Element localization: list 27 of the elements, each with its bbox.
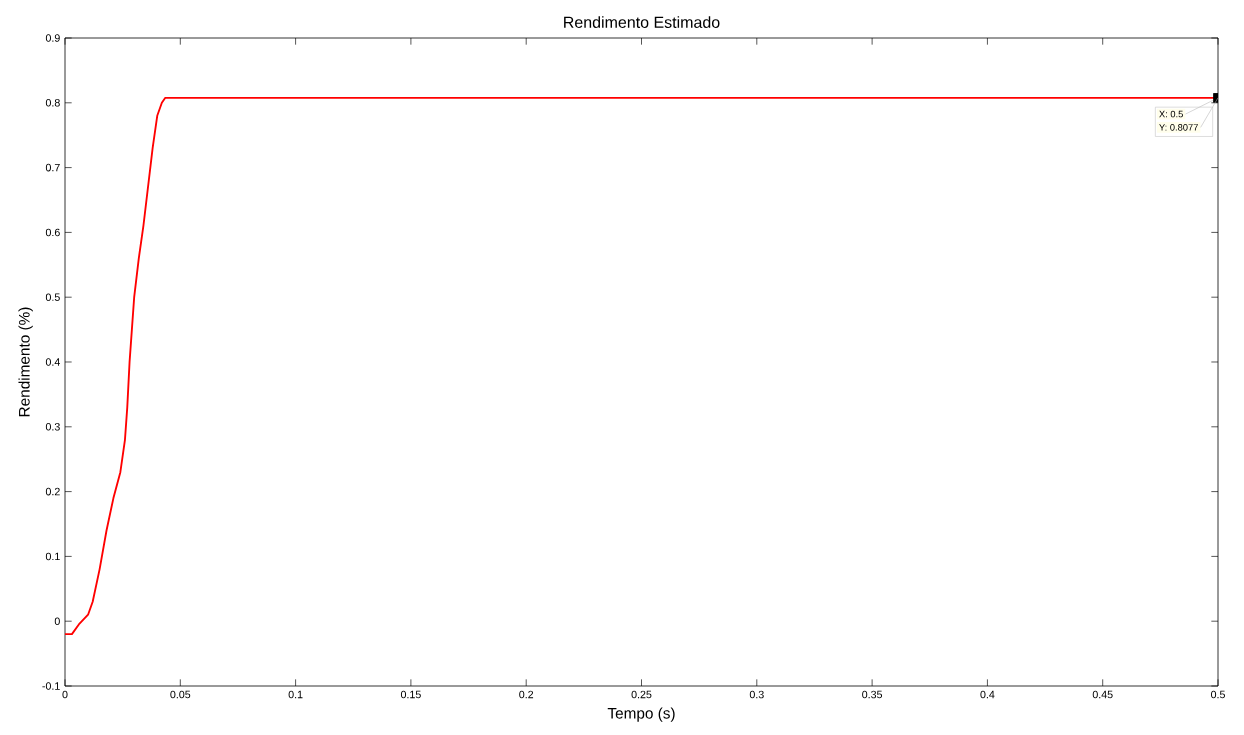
y-axis-title: Rendimento (%) bbox=[18, 307, 33, 417]
x-axis-title: Tempo (s) bbox=[607, 707, 675, 722]
chart-title: Rendimento Estimado bbox=[564, 16, 720, 28]
x-tick-label: 0 bbox=[62, 690, 68, 699]
x-tick-label: 0.4 bbox=[980, 690, 995, 699]
x-tick-label: 0.05 bbox=[170, 690, 191, 699]
x-tick-label: 0.35 bbox=[862, 690, 883, 699]
y-tick-label: 0.5 bbox=[45, 293, 60, 301]
x-tick-label: 0.45 bbox=[1092, 690, 1113, 699]
y-tick-label: 0.7 bbox=[45, 163, 60, 172]
y-tick-label: 0.3 bbox=[45, 423, 60, 431]
x-tick-label: 0.3 bbox=[749, 690, 764, 699]
annotation: Y: 0.8077 bbox=[1159, 124, 1198, 131]
annotation: X: 0.5 bbox=[1159, 110, 1183, 118]
y-tick-label: 0.2 bbox=[45, 487, 60, 496]
x-tick-label: 0.5 bbox=[1211, 690, 1225, 699]
x-tick-label: 0.25 bbox=[631, 690, 652, 699]
x-tick-label: 0.2 bbox=[519, 690, 534, 699]
y-tick-label: 0.4 bbox=[45, 358, 60, 366]
y-tick-label: 0.1 bbox=[45, 552, 60, 561]
y-tick-label: 0.9 bbox=[45, 34, 60, 42]
x-tick-label: 0.1 bbox=[288, 690, 303, 699]
y-tick-label: -0.1 bbox=[42, 682, 60, 690]
x-tick-label: 0.15 bbox=[400, 690, 421, 699]
y-tick-label: 0.6 bbox=[45, 228, 60, 237]
y-tick-label: 0 bbox=[54, 617, 60, 625]
y-tick-label: 0.8 bbox=[45, 99, 60, 107]
